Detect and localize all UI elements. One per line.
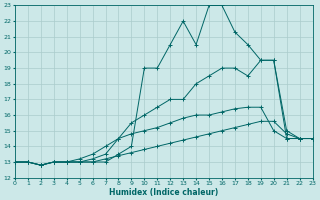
X-axis label: Humidex (Indice chaleur): Humidex (Indice chaleur)	[109, 188, 218, 197]
